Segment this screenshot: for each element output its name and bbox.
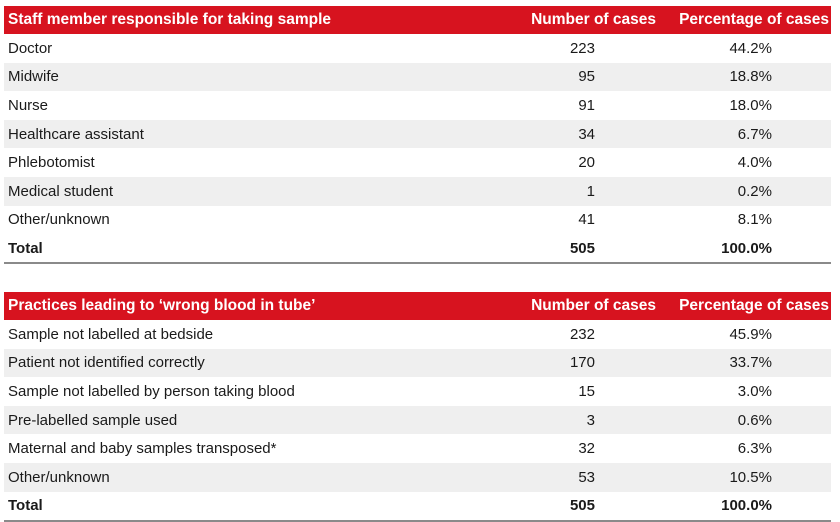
row-label: Sample not labelled at bedside	[8, 325, 214, 343]
row-percentage: 0.6%	[662, 405, 831, 435]
row-percentage: 18.8%	[662, 62, 831, 92]
total-number: 505	[514, 491, 662, 522]
row-label: Pre-labelled sample used	[4, 405, 514, 435]
row-label: Maternal and baby samples transposed*	[8, 440, 277, 458]
table-row: Healthcare assistant 34 6.7%	[4, 119, 831, 149]
table-row: Midwife 95 18.8%	[4, 62, 831, 92]
row-percentage: 8.1%	[737, 211, 772, 229]
table-row: Maternal and baby samples transposed* 32…	[4, 434, 831, 463]
total-percentage: 100.0%	[662, 234, 831, 265]
row-label: Healthcare assistant	[4, 119, 514, 149]
row-number: 32	[578, 440, 595, 458]
row-number: 95	[514, 62, 662, 92]
row-number: 53	[514, 462, 662, 492]
row-percentage: 44.2%	[729, 39, 772, 57]
table-row: Pre-labelled sample used 3 0.6%	[4, 405, 831, 435]
column-header-percentage-of-cases: Percentage of cases	[662, 292, 831, 320]
row-percentage: 0.2%	[662, 176, 831, 206]
row-percentage: 18.0%	[729, 96, 772, 114]
staff-member-table: Staff member responsible for taking samp…	[4, 6, 831, 265]
column-header-number-of-cases: Number of cases	[514, 292, 662, 320]
table-row: Phlebotomist 20 4.0%	[4, 148, 831, 177]
row-number: 232	[569, 325, 595, 343]
row-percentage: 3.0%	[737, 382, 772, 400]
table-row: Sample not labelled by person taking blo…	[4, 377, 831, 406]
total-percentage: 100.0%	[662, 491, 831, 522]
row-number: 223	[569, 39, 595, 57]
row-label: Sample not labelled by person taking blo…	[8, 382, 295, 400]
column-header-number-of-cases: Number of cases	[514, 6, 662, 34]
table-row: Other/unknown 41 8.1%	[4, 206, 831, 235]
row-percentage: 4.0%	[737, 154, 772, 172]
total-label: Total	[4, 234, 514, 265]
row-number: 91	[578, 96, 595, 114]
row-number: 20	[578, 154, 595, 172]
row-number: 34	[514, 119, 662, 149]
row-percentage: 45.9%	[729, 325, 772, 343]
row-number: 41	[578, 211, 595, 229]
row-percentage: 6.3%	[737, 440, 772, 458]
row-percentage: 33.7%	[662, 348, 831, 378]
table-row: Other/unknown 53 10.5%	[4, 462, 831, 492]
table-row: Patient not identified correctly 170 33.…	[4, 348, 831, 378]
row-label: Medical student	[4, 176, 514, 206]
column-header-staff-member: Staff member responsible for taking samp…	[4, 6, 514, 34]
table-header-row: Practices leading to ‘wrong blood in tub…	[4, 292, 831, 320]
total-row: Total 505 100.0%	[4, 234, 831, 265]
table-row: Nurse 91 18.0%	[4, 91, 831, 120]
table-header-row: Staff member responsible for taking samp…	[4, 6, 831, 34]
table-row: Sample not labelled at bedside 232 45.9%	[4, 320, 831, 349]
row-label: Nurse	[8, 96, 49, 114]
column-header-percentage-of-cases: Percentage of cases	[662, 6, 831, 34]
total-label: Total	[4, 491, 514, 522]
row-number: 1	[514, 176, 662, 206]
row-label: Other/unknown	[4, 462, 514, 492]
table-row: Medical student 1 0.2%	[4, 176, 831, 206]
practices-table: Practices leading to ‘wrong blood in tub…	[4, 292, 831, 522]
total-number: 505	[514, 234, 662, 265]
row-percentage: 10.5%	[662, 462, 831, 492]
row-label: Midwife	[4, 62, 514, 92]
table-row: Doctor 223 44.2%	[4, 34, 831, 63]
row-number: 170	[514, 348, 662, 378]
row-label: Patient not identified correctly	[4, 348, 514, 378]
row-number: 3	[514, 405, 662, 435]
row-percentage: 6.7%	[662, 119, 831, 149]
total-row: Total 505 100.0%	[4, 491, 831, 522]
row-label: Other/unknown	[8, 211, 110, 229]
row-number: 15	[578, 382, 595, 400]
row-label: Phlebotomist	[8, 154, 95, 172]
row-label: Doctor	[8, 39, 53, 57]
column-header-practices: Practices leading to ‘wrong blood in tub…	[4, 292, 514, 320]
